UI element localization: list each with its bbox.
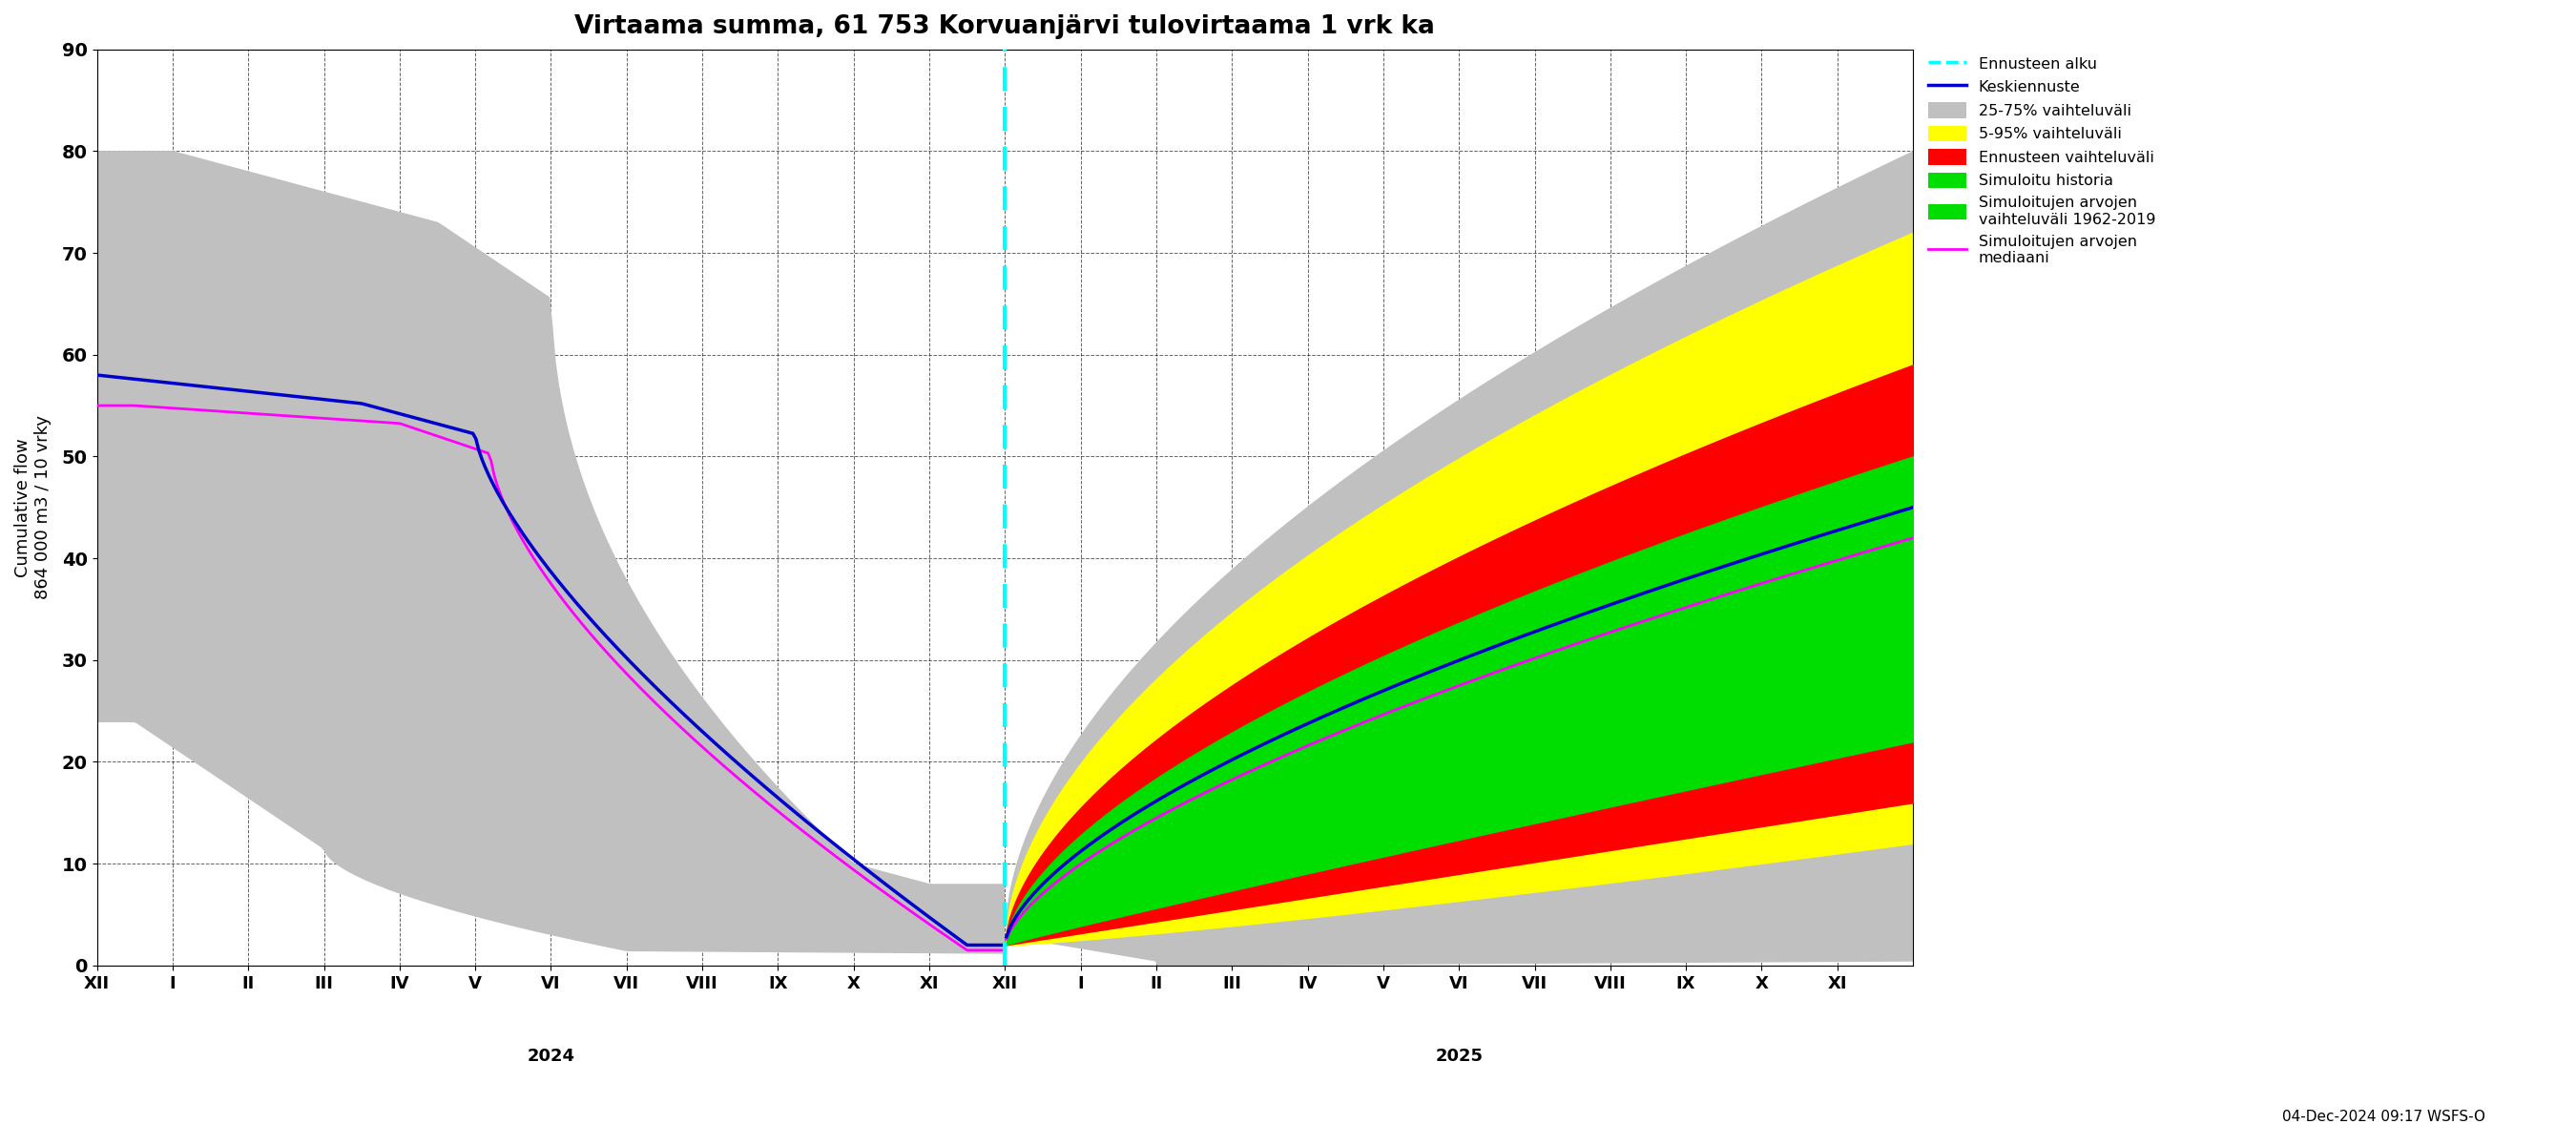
Y-axis label: Cumulative flow
864 000 m3 / 10 vrky: Cumulative flow 864 000 m3 / 10 vrky xyxy=(15,416,52,600)
Text: 2024: 2024 xyxy=(528,1048,574,1065)
Text: 04-Dec-2024 09:17 WSFS-O: 04-Dec-2024 09:17 WSFS-O xyxy=(2282,1111,2486,1124)
Legend: Ennusteen alku, Keskiennuste, 25-75% vaihteluväli, 5-95% vaihteluväli, Ennusteen: Ennusteen alku, Keskiennuste, 25-75% vai… xyxy=(1922,49,2161,271)
Title: Virtaama summa, 61 753 Korvuanjärvi tulovirtaama 1 vrk ka: Virtaama summa, 61 753 Korvuanjärvi tulo… xyxy=(574,14,1435,39)
Text: 2025: 2025 xyxy=(1435,1048,1484,1065)
